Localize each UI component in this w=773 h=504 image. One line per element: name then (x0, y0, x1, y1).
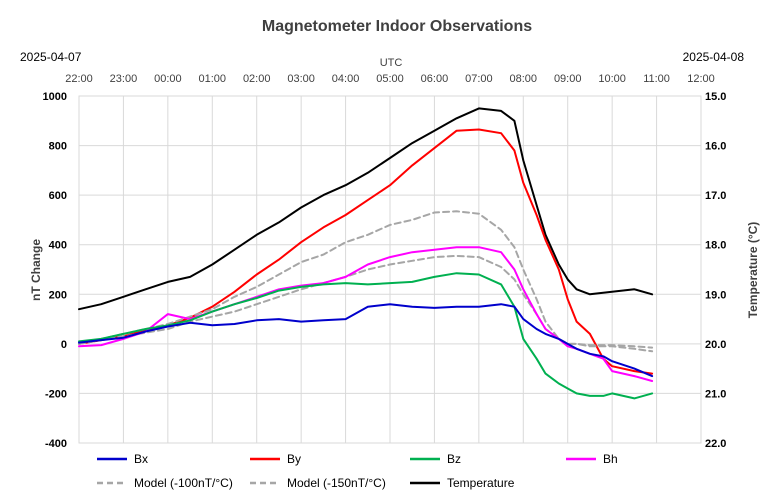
y-tick-label: -200 (45, 388, 67, 400)
date-right: 2025-04-08 (683, 50, 745, 64)
x-tick-label: 22:00 (65, 73, 93, 85)
x-tick-label: 03:00 (287, 73, 315, 85)
ticks-layer: 1000 800 600 400 200 0 -200 -400 15.0 16.0 17.0 18.… (43, 73, 727, 450)
y2-tick-label: 17.0 (705, 190, 726, 202)
legend-label: Temperature (447, 476, 515, 490)
x-tick-label: 00:00 (154, 73, 182, 85)
x-tick-label: 11:00 (643, 73, 670, 85)
legend: Bx By Bz Bh Model (-100nT/°C) Model (-150nT/°… (97, 452, 618, 490)
y2-axis-label: Temperature (°C) (746, 222, 760, 319)
legend-label: Bz (447, 452, 461, 466)
series-temperature (78, 107, 654, 311)
legend-label: By (287, 452, 301, 466)
x-tick-label: 05:00 (376, 73, 404, 85)
x-tick-label: 12:00 (687, 73, 715, 85)
y-tick-label: 400 (49, 240, 67, 252)
chart-title: Magnetometer Indoor Observations (262, 18, 532, 35)
x-axis-label: UTC (380, 57, 403, 69)
legend-label: Model (-150nT/°C) (287, 476, 386, 490)
date-left: 2025-04-07 (20, 50, 82, 64)
y-tick-label: -400 (45, 438, 67, 450)
y-axis-label: nT Change (29, 239, 43, 301)
series-bh (78, 246, 654, 382)
series-model-150nt-c (78, 210, 654, 353)
y2-tick-label: 15.0 (705, 91, 726, 103)
y-tick-label: 200 (49, 289, 67, 301)
series-layer (78, 107, 654, 400)
y-tick-label: 800 (49, 141, 67, 153)
x-tick-label: 04:00 (332, 73, 360, 85)
x-tick-label: 02:00 (243, 73, 271, 85)
series-model-100nt-c (78, 254, 654, 349)
x-tick-label: 01:00 (199, 73, 227, 85)
x-tick-label: 06:00 (421, 73, 449, 85)
series-by (78, 128, 654, 375)
legend-label: Model (-100nT/°C) (134, 476, 233, 490)
x-tick-label: 23:00 (110, 73, 138, 85)
legend-label: Bx (134, 452, 148, 466)
y2-tick-label: 18.0 (705, 240, 726, 252)
y-tick-label: 1000 (43, 91, 67, 103)
y2-tick-label: 21.0 (705, 388, 726, 400)
grid-layer (78, 95, 702, 444)
y2-tick-label: 19.0 (705, 289, 726, 301)
x-tick-label: 07:00 (465, 73, 493, 85)
y-tick-label: 0 (61, 339, 67, 351)
legend-label: Bh (603, 452, 618, 466)
y2-tick-label: 22.0 (705, 438, 726, 450)
x-tick-label: 09:00 (554, 73, 582, 85)
y-tick-label: 600 (49, 190, 67, 202)
y2-tick-label: 20.0 (705, 339, 726, 351)
y2-tick-label: 16.0 (705, 141, 726, 153)
series-bz (78, 272, 654, 400)
x-tick-label: 08:00 (510, 73, 538, 85)
x-tick-label: 10:00 (598, 73, 626, 85)
series-bx (78, 303, 654, 378)
